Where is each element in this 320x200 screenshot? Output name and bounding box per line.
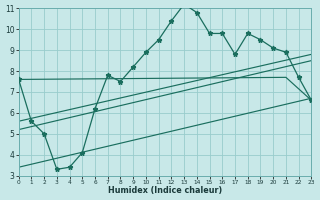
X-axis label: Humidex (Indice chaleur): Humidex (Indice chaleur) bbox=[108, 186, 222, 195]
